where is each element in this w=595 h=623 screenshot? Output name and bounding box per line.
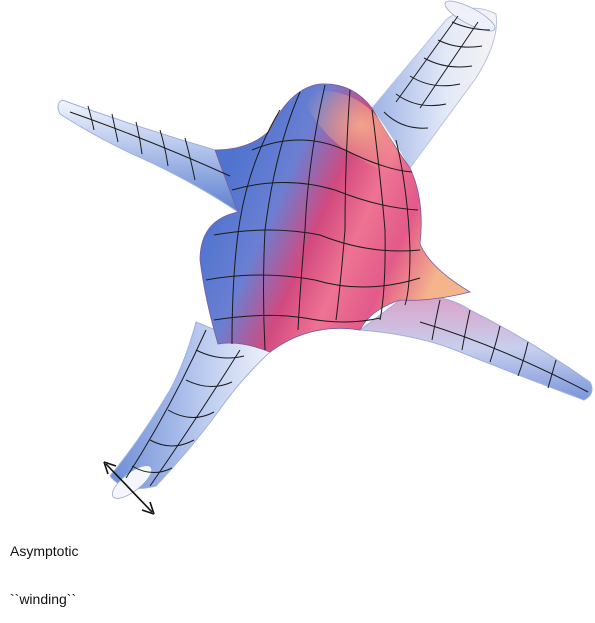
left-arm: [57, 99, 269, 213]
surface-figure: [57, 0, 593, 515]
surface-mesh: [69, 15, 589, 487]
right-arm: [358, 296, 593, 401]
annotation-line-1: Asymptotic: [10, 543, 79, 559]
asymptotic-winding-label: Asymptotic ``winding``: [10, 511, 78, 623]
upper-right-arm: [371, 0, 498, 169]
winding-arrow: [103, 461, 155, 515]
central-hump: [199, 83, 472, 353]
lower-left-arm: [109, 321, 271, 499]
annotation-line-2: ``winding``: [10, 591, 77, 607]
